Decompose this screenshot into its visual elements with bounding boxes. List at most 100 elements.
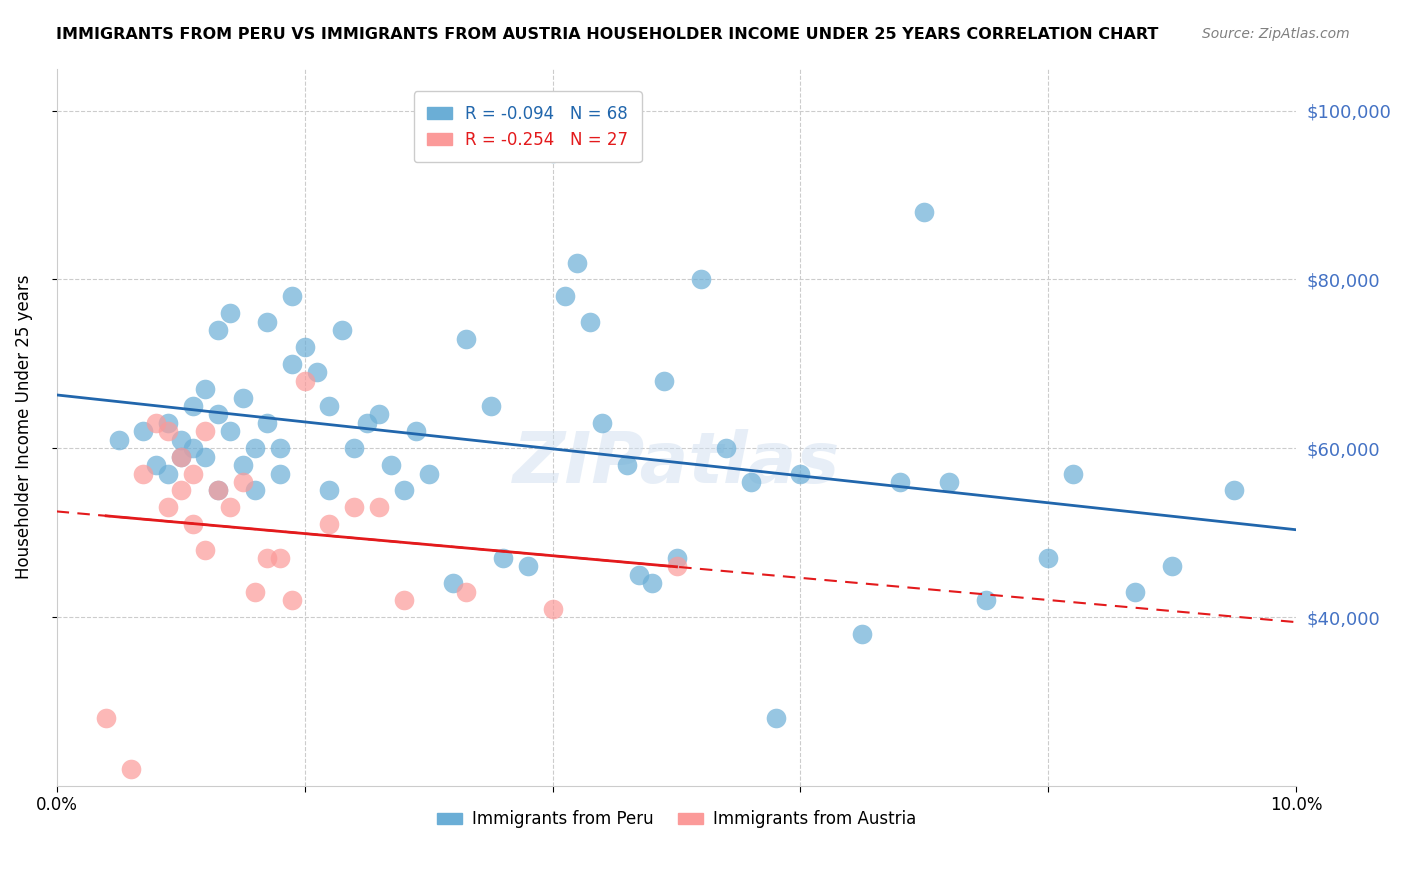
Point [243, 483, 266, 498]
Point [269, 442, 291, 456]
Point [269, 551, 291, 566]
Point [356, 416, 378, 430]
Point [1123, 584, 1146, 599]
Point [1062, 467, 1084, 481]
Point [541, 601, 564, 615]
Point [219, 425, 242, 439]
Point [132, 467, 155, 481]
Point [207, 408, 229, 422]
Text: ZIPatlas: ZIPatlas [513, 428, 841, 498]
Point [281, 357, 304, 371]
Point [938, 475, 960, 489]
Point [232, 475, 254, 489]
Point [96, 711, 118, 725]
Y-axis label: Householder Income Under 25 years: Householder Income Under 25 years [15, 275, 32, 580]
Point [120, 762, 142, 776]
Point [194, 425, 217, 439]
Point [343, 442, 366, 456]
Point [690, 272, 713, 286]
Point [616, 458, 638, 472]
Point [1161, 559, 1184, 574]
Point [294, 340, 316, 354]
Point [194, 382, 217, 396]
Point [194, 542, 217, 557]
Point [219, 500, 242, 515]
Point [789, 467, 811, 481]
Point [740, 475, 762, 489]
Point [169, 450, 191, 464]
Point [145, 416, 167, 430]
Point [243, 442, 266, 456]
Point [1038, 551, 1060, 566]
Point [889, 475, 911, 489]
Point [181, 442, 204, 456]
Point [479, 399, 502, 413]
Point [516, 559, 538, 574]
Point [454, 332, 477, 346]
Point [281, 289, 304, 303]
Point [368, 408, 391, 422]
Point [132, 425, 155, 439]
Point [107, 433, 129, 447]
Point [207, 323, 229, 337]
Point [318, 517, 340, 532]
Point [392, 593, 415, 607]
Point [714, 442, 737, 456]
Point [554, 289, 576, 303]
Point [541, 145, 564, 160]
Point [256, 551, 278, 566]
Point [318, 483, 340, 498]
Point [652, 374, 675, 388]
Point [169, 483, 191, 498]
Point [976, 593, 998, 607]
Point [914, 205, 936, 219]
Point [232, 458, 254, 472]
Point [294, 374, 316, 388]
Point [405, 425, 427, 439]
Point [318, 399, 340, 413]
Point [181, 399, 204, 413]
Point [492, 551, 515, 566]
Point [591, 416, 613, 430]
Point [305, 365, 328, 379]
Point [207, 483, 229, 498]
Point [232, 391, 254, 405]
Point [256, 416, 278, 430]
Point [194, 450, 217, 464]
Text: Source: ZipAtlas.com: Source: ZipAtlas.com [1202, 27, 1350, 41]
Point [641, 576, 664, 591]
Point [157, 467, 180, 481]
Point [441, 576, 464, 591]
Point [157, 425, 180, 439]
Point [567, 255, 589, 269]
Point [181, 467, 204, 481]
Point [157, 500, 180, 515]
Text: IMMIGRANTS FROM PERU VS IMMIGRANTS FROM AUSTRIA HOUSEHOLDER INCOME UNDER 25 YEAR: IMMIGRANTS FROM PERU VS IMMIGRANTS FROM … [56, 27, 1159, 42]
Point [1223, 483, 1246, 498]
Point [418, 467, 440, 481]
Point [851, 627, 873, 641]
Point [169, 450, 191, 464]
Point [169, 433, 191, 447]
Point [578, 315, 600, 329]
Point [628, 567, 651, 582]
Point [181, 517, 204, 532]
Point [665, 551, 688, 566]
Point [380, 458, 402, 472]
Point [281, 593, 304, 607]
Point [765, 711, 787, 725]
Point [330, 323, 353, 337]
Point [392, 483, 415, 498]
Point [157, 416, 180, 430]
Point [256, 315, 278, 329]
Point [368, 500, 391, 515]
Point [219, 306, 242, 320]
Point [343, 500, 366, 515]
Legend: Immigrants from Peru, Immigrants from Austria: Immigrants from Peru, Immigrants from Au… [430, 804, 924, 835]
Point [269, 467, 291, 481]
Point [207, 483, 229, 498]
Point [665, 559, 688, 574]
Point [145, 458, 167, 472]
Point [243, 584, 266, 599]
Point [454, 584, 477, 599]
